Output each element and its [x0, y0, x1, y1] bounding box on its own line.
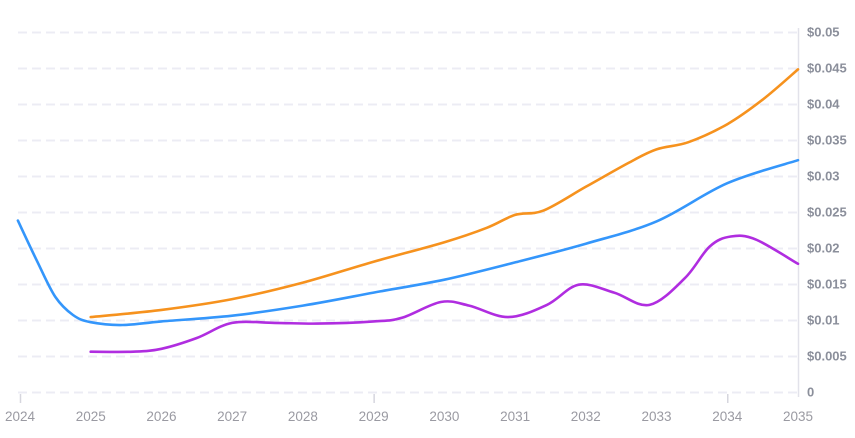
- series-blue-line: [16, 158, 800, 327]
- x-axis-label: 2028: [288, 409, 318, 424]
- y-axis-label: $0.045: [807, 61, 847, 76]
- series-orange-line: [89, 68, 800, 319]
- x-axis-label: 2033: [642, 409, 672, 424]
- x-axis-label: 2032: [571, 409, 601, 424]
- y-axis-label: $0.025: [807, 205, 847, 220]
- y-axis-label: $0.035: [807, 133, 847, 148]
- x-axis-label: 2025: [76, 409, 106, 424]
- x-axis-label: 2035: [783, 409, 813, 424]
- x-axis-label: 2029: [359, 409, 389, 424]
- x-axis-label: 2034: [712, 409, 743, 424]
- y-axis-label: $0.05: [807, 25, 840, 40]
- x-axis-label: 2030: [429, 409, 459, 424]
- y-axis-label: $0.02: [807, 241, 840, 256]
- series-purple-line: [89, 234, 800, 354]
- y-axis-label: $0.015: [807, 277, 847, 292]
- y-axis-label: $0.005: [807, 349, 847, 364]
- y-axis-label: $0.03: [807, 169, 840, 184]
- y-axis-label: $0.01: [807, 313, 840, 328]
- x-axis-label: 2027: [217, 409, 247, 424]
- x-axis-label: 2026: [146, 409, 176, 424]
- y-axis-label: 0: [807, 385, 814, 400]
- x-axis-label: 2031: [500, 409, 530, 424]
- x-axis-label: 2024: [5, 409, 36, 424]
- y-axis-label: $0.04: [807, 97, 840, 112]
